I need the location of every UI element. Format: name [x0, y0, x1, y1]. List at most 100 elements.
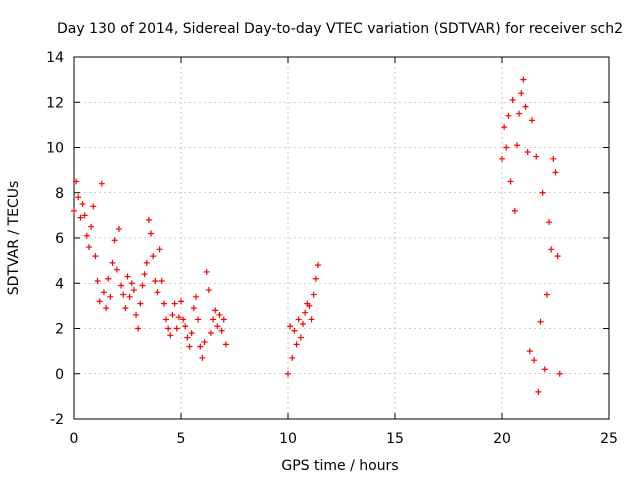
data-point: [75, 194, 82, 201]
data-point: [126, 293, 133, 300]
data-point: [192, 293, 199, 300]
data-point: [130, 287, 137, 294]
data-point: [537, 318, 544, 325]
data-point: [528, 117, 535, 124]
data-point: [220, 316, 227, 323]
data-point: [314, 262, 321, 269]
data-point: [513, 142, 520, 149]
data-point: [210, 316, 217, 323]
y-tick-label: 8: [55, 186, 64, 202]
data-point: [105, 275, 112, 282]
series-segment-1: [71, 178, 229, 361]
data-point: [207, 330, 214, 337]
data-point: [302, 309, 309, 316]
data-point: [152, 277, 159, 284]
data-point: [541, 366, 548, 373]
data-point: [543, 291, 550, 298]
data-point: [141, 271, 148, 278]
data-points: [71, 76, 563, 395]
data-point: [103, 305, 110, 312]
data-point: [509, 96, 516, 103]
data-point: [81, 212, 88, 219]
data-point: [83, 232, 90, 239]
data-point: [550, 155, 557, 162]
data-point: [163, 316, 170, 323]
data-point: [90, 203, 97, 210]
data-point: [546, 219, 553, 226]
data-point: [77, 214, 84, 221]
data-point: [79, 201, 86, 208]
data-point: [531, 357, 538, 364]
data-point: [214, 323, 221, 330]
data-point: [111, 237, 118, 244]
data-point: [85, 244, 92, 251]
y-tick-labels: -2 0 2 4 6 8 10 12 14: [46, 50, 64, 428]
data-point: [516, 110, 523, 117]
data-point: [143, 259, 150, 266]
data-point: [205, 287, 212, 294]
data-point: [297, 334, 304, 341]
series-segment-3: [499, 76, 563, 395]
data-point: [285, 370, 291, 377]
y-tick-label: 12: [46, 95, 64, 111]
data-point: [92, 253, 99, 260]
data-point: [293, 341, 300, 348]
data-point: [160, 300, 167, 307]
data-point: [124, 273, 131, 280]
data-point: [178, 298, 184, 305]
data-point: [100, 289, 107, 296]
data-point: [548, 246, 555, 253]
data-point: [182, 323, 189, 330]
data-point: [188, 330, 195, 337]
data-point: [197, 343, 204, 350]
data-point: [133, 311, 140, 318]
data-point: [501, 124, 508, 131]
y-tick-label: 4: [55, 276, 64, 292]
data-point: [554, 253, 561, 260]
data-point: [169, 311, 176, 318]
data-point: [505, 112, 512, 119]
data-point: [535, 388, 542, 395]
data-point: [552, 169, 559, 176]
data-point: [310, 291, 317, 298]
data-point: [511, 207, 518, 214]
data-point: [137, 300, 144, 307]
data-point: [518, 90, 525, 97]
data-point: [96, 298, 103, 305]
data-point: [173, 325, 180, 332]
data-point: [109, 259, 116, 266]
data-point: [139, 282, 146, 289]
data-point: [212, 307, 219, 314]
data-point: [118, 282, 125, 289]
data-point: [175, 314, 182, 321]
data-point: [308, 316, 315, 323]
x-axis-label: GPS time / hours: [281, 458, 398, 474]
data-point: [218, 327, 225, 334]
data-point: [145, 216, 152, 223]
x-tick-label: 20: [493, 431, 511, 447]
data-point: [94, 277, 101, 284]
data-point: [201, 339, 208, 346]
chart-title: Day 130 of 2014, Sidereal Day-to-day VTE…: [57, 21, 623, 37]
grid: [74, 57, 609, 419]
data-point: [291, 327, 298, 334]
data-point: [180, 316, 187, 323]
data-point: [299, 320, 306, 327]
data-point: [216, 311, 223, 318]
x-tick-label: 25: [600, 431, 618, 447]
data-point: [507, 178, 514, 185]
x-tick-label: 0: [70, 431, 79, 447]
data-point: [522, 103, 529, 110]
data-point: [503, 144, 510, 151]
data-point: [154, 289, 161, 296]
data-point: [128, 280, 135, 287]
series-segment-2: [285, 262, 321, 377]
data-point: [158, 277, 165, 284]
data-point: [167, 332, 174, 339]
x-tick-label: 5: [177, 431, 186, 447]
y-tick-label: 2: [55, 322, 64, 338]
data-point: [306, 302, 313, 309]
y-tick-label: 6: [55, 231, 64, 247]
data-point: [195, 316, 202, 323]
data-point: [171, 300, 178, 307]
